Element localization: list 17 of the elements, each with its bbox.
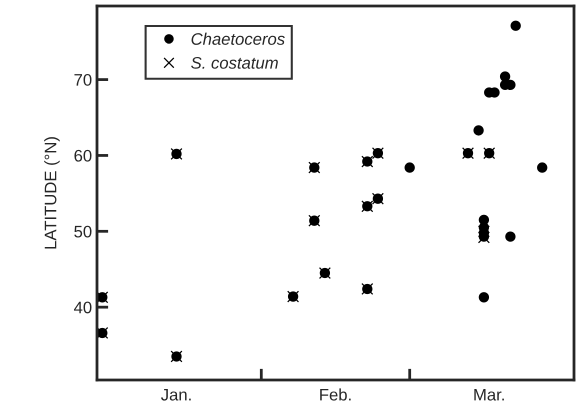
x-tick-label: Mar. <box>474 388 504 401</box>
point <box>505 231 516 242</box>
y-axis-title: LATITUDE (°N) <box>44 137 60 249</box>
point <box>537 162 548 173</box>
point <box>510 20 521 31</box>
y-tick-label: 60 <box>74 150 92 162</box>
y-tick-label: 40 <box>74 302 92 314</box>
y-tick-label: 70 <box>74 74 92 86</box>
legend-label: Chaetoceros <box>192 32 285 45</box>
point <box>473 125 484 136</box>
x-tick-label: Feb. <box>320 388 351 401</box>
point <box>478 225 490 238</box>
y-tick-label: 50 <box>74 226 92 238</box>
legend-label: S. costatum <box>191 56 278 69</box>
point <box>404 162 415 173</box>
x-tick-label: Jan. <box>161 388 191 401</box>
point <box>478 292 490 302</box>
